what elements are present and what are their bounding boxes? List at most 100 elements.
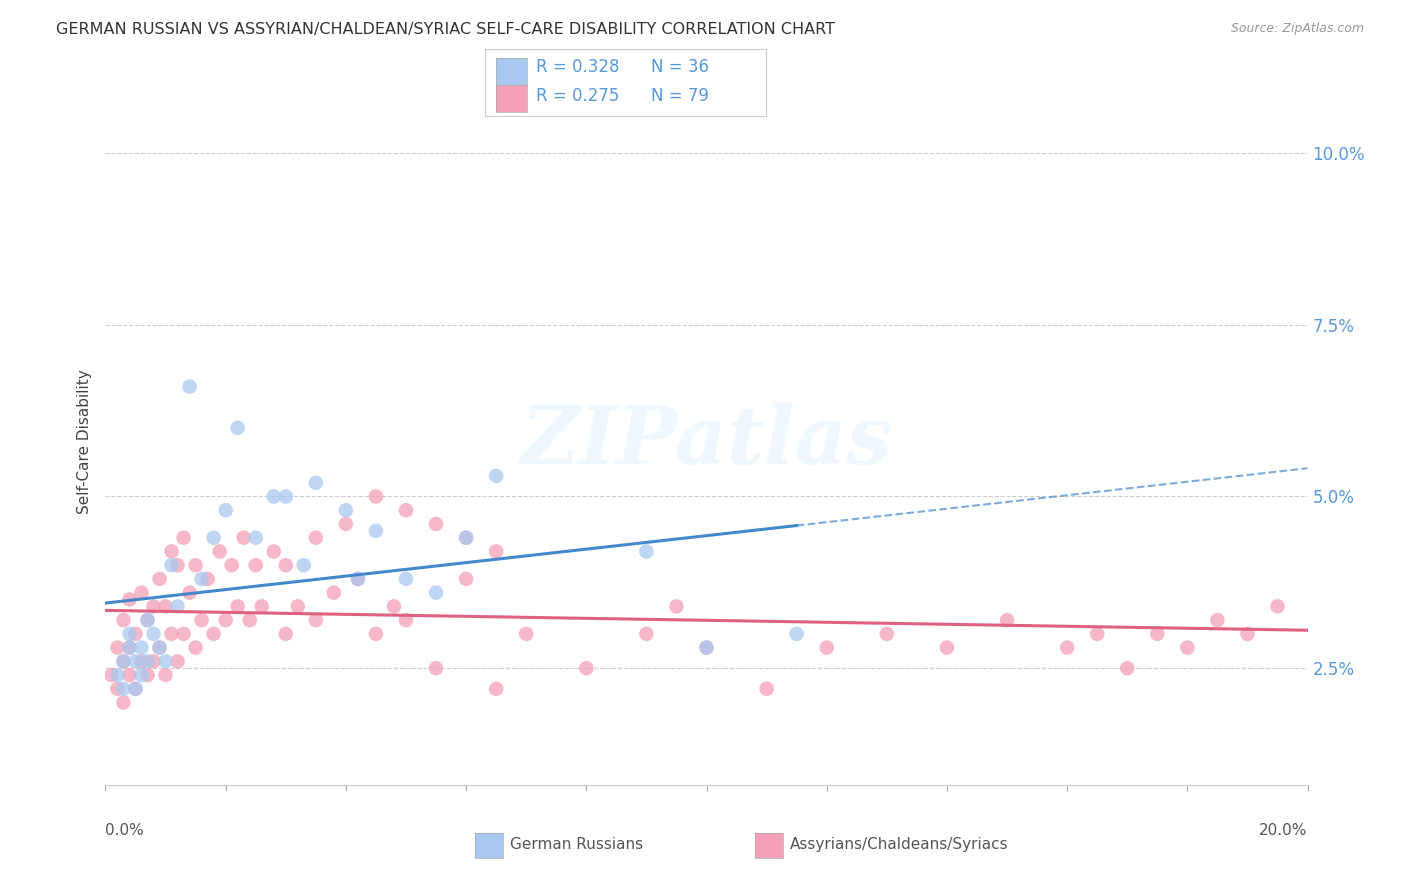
Point (197, 572, 219, 586)
Point (118, 640, 141, 655)
Point (136, 668, 159, 682)
Point (287, 599, 309, 614)
Point (995, 613, 1018, 627)
Point (208, 544, 231, 558)
Point (1116, 661, 1139, 675)
Point (347, 572, 370, 586)
Point (179, 379, 201, 393)
Point (322, 585, 344, 599)
Point (166, 599, 188, 614)
Point (179, 585, 201, 599)
Point (155, 668, 177, 682)
Y-axis label: Self-Care Disability: Self-Care Disability (76, 369, 91, 514)
Point (575, 661, 598, 675)
Point (425, 516, 447, 531)
Point (131, 585, 153, 599)
Point (131, 654, 153, 668)
Point (755, 681, 778, 696)
Point (118, 627, 141, 641)
Point (364, 627, 387, 641)
Point (107, 668, 129, 682)
Point (1146, 627, 1168, 641)
Point (239, 613, 262, 627)
Point (107, 640, 129, 655)
Point (166, 654, 188, 668)
Point (202, 531, 225, 545)
Point (454, 531, 477, 545)
Point (190, 572, 212, 586)
Point (173, 627, 195, 641)
Point (221, 558, 243, 573)
Point (454, 531, 477, 545)
Point (364, 490, 387, 504)
Text: N = 36: N = 36 (651, 58, 709, 76)
Point (250, 599, 273, 614)
Point (485, 469, 508, 483)
Text: Assyrians/Chaldeans/Syriacs: Assyrians/Chaldeans/Syriacs (790, 837, 1008, 852)
Point (274, 490, 297, 504)
Point (696, 640, 718, 655)
Point (485, 544, 508, 558)
Point (1206, 613, 1229, 627)
Point (274, 627, 297, 641)
Text: 0.0%: 0.0% (105, 822, 145, 838)
Point (636, 544, 658, 558)
Point (160, 627, 183, 641)
Text: R = 0.275: R = 0.275 (536, 87, 619, 105)
Point (274, 558, 297, 573)
Point (454, 572, 477, 586)
Point (485, 681, 508, 696)
Point (347, 572, 370, 586)
Point (263, 490, 285, 504)
Point (214, 613, 236, 627)
Point (1236, 627, 1258, 641)
Text: N = 79: N = 79 (651, 87, 709, 105)
Text: GERMAN RUSSIAN VS ASSYRIAN/CHALDEAN/SYRIAC SELF-CARE DISABILITY CORRELATION CHAR: GERMAN RUSSIAN VS ASSYRIAN/CHALDEAN/SYRI… (56, 22, 835, 37)
Point (515, 627, 537, 641)
Point (136, 613, 159, 627)
Point (1056, 640, 1078, 655)
Point (100, 668, 122, 682)
Point (124, 681, 146, 696)
Point (292, 558, 315, 573)
Point (107, 681, 129, 696)
Text: ZIPatlas: ZIPatlas (520, 403, 893, 480)
Point (815, 640, 838, 655)
Point (118, 640, 141, 655)
Point (112, 681, 135, 696)
Point (364, 524, 387, 538)
Point (202, 627, 225, 641)
Point (131, 640, 153, 655)
Point (305, 531, 328, 545)
Point (226, 421, 249, 435)
Point (245, 558, 267, 573)
Text: Source: ZipAtlas.com: Source: ZipAtlas.com (1230, 22, 1364, 36)
Point (305, 475, 328, 490)
Point (112, 696, 135, 710)
Point (124, 681, 146, 696)
Point (395, 503, 418, 517)
Point (245, 531, 267, 545)
Text: German Russians: German Russians (510, 837, 644, 852)
Point (190, 613, 212, 627)
Point (118, 668, 141, 682)
Text: R = 0.328: R = 0.328 (536, 58, 619, 76)
Point (305, 613, 328, 627)
Point (395, 613, 418, 627)
Point (665, 599, 688, 614)
Point (142, 627, 165, 641)
Point (1267, 599, 1289, 614)
Point (142, 599, 165, 614)
Point (112, 613, 135, 627)
Point (263, 544, 285, 558)
Point (425, 585, 447, 599)
Point (395, 572, 418, 586)
Point (184, 558, 207, 573)
Point (1085, 627, 1108, 641)
Point (166, 558, 188, 573)
Point (160, 544, 183, 558)
Point (636, 627, 658, 641)
Point (232, 531, 254, 545)
Point (155, 599, 177, 614)
Point (148, 640, 170, 655)
